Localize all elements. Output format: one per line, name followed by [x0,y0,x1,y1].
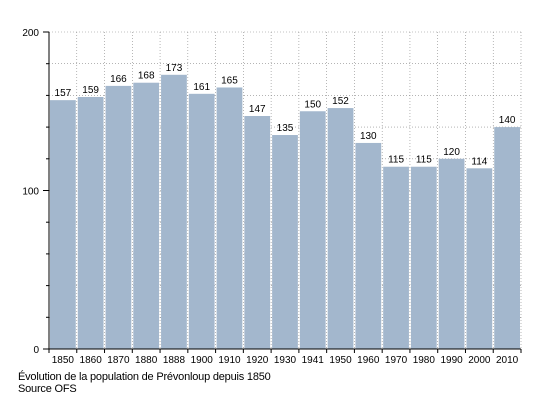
bar-value-label: 168 [138,71,155,82]
bar-value-label: 165 [221,75,238,86]
bar [355,142,382,349]
bar [466,168,493,349]
x-tick-label: 1870 [107,355,130,366]
bar [327,108,354,349]
bar [244,116,271,349]
bar [188,93,215,349]
bar-value-label: 157 [55,88,72,99]
bar-value-label: 114 [471,156,487,167]
bar-value-label: 152 [332,96,349,107]
bar-value-label: 161 [193,82,210,93]
x-tick-label: 1910 [218,355,241,366]
y-tick-label: 0 [33,345,39,356]
x-tick-label: 2000 [468,355,491,366]
bar-value-label: 130 [360,131,377,142]
bar [161,74,187,350]
x-tick-label: 1941 [302,355,325,366]
bar [438,158,465,349]
chart-caption-source: Source OFS [18,383,77,395]
x-tick-label: 1880 [135,355,158,366]
x-tick-label: 1950 [329,355,352,366]
bar [299,111,326,349]
bar [494,127,520,349]
bar [410,166,437,349]
bar-value-label: 115 [388,155,404,166]
bar [77,96,104,349]
bar-value-label: 115 [416,155,432,166]
x-tick-label: 1888 [163,355,186,366]
bar-value-label: 150 [304,99,321,110]
data-labels: 157 159 166 168 173 161 165 147 135 150 152 130 115 1… [55,63,516,168]
x-tick-label: 1920 [246,355,269,366]
bars [50,74,520,350]
bar-value-label: 140 [499,115,516,126]
bar [272,135,298,349]
bar [50,100,76,349]
x-tick-label: 2010 [496,355,519,366]
bar-value-label: 173 [166,63,183,74]
axes: 0 100 200 1850 1860 1870 1880 1888 1900 1910 1920 1… [22,28,522,366]
y-tick-label: 100 [22,187,39,198]
x-tick-label: 1960 [357,355,380,366]
x-tick-label: 1970 [385,355,408,366]
bar-value-label: 159 [82,85,99,96]
y-tick-label: 200 [22,28,39,39]
x-tick-label: 1900 [191,355,214,366]
bar-value-label: 166 [110,74,127,85]
x-tick-label: 1990 [440,355,463,366]
bar-value-label: 147 [249,104,266,115]
chart-caption-title: Évolution de la population de Prévonloup… [18,371,271,383]
bar-value-label: 135 [277,123,294,134]
bar [383,166,409,349]
x-tick-label: 1980 [413,355,436,366]
bar [133,82,160,349]
bar [105,85,132,349]
x-tick-label: 1930 [274,355,297,366]
x-tick-label: 1850 [52,355,75,366]
bar [216,87,243,349]
x-tick-label: 1860 [80,355,103,366]
bar-value-label: 120 [443,147,460,158]
